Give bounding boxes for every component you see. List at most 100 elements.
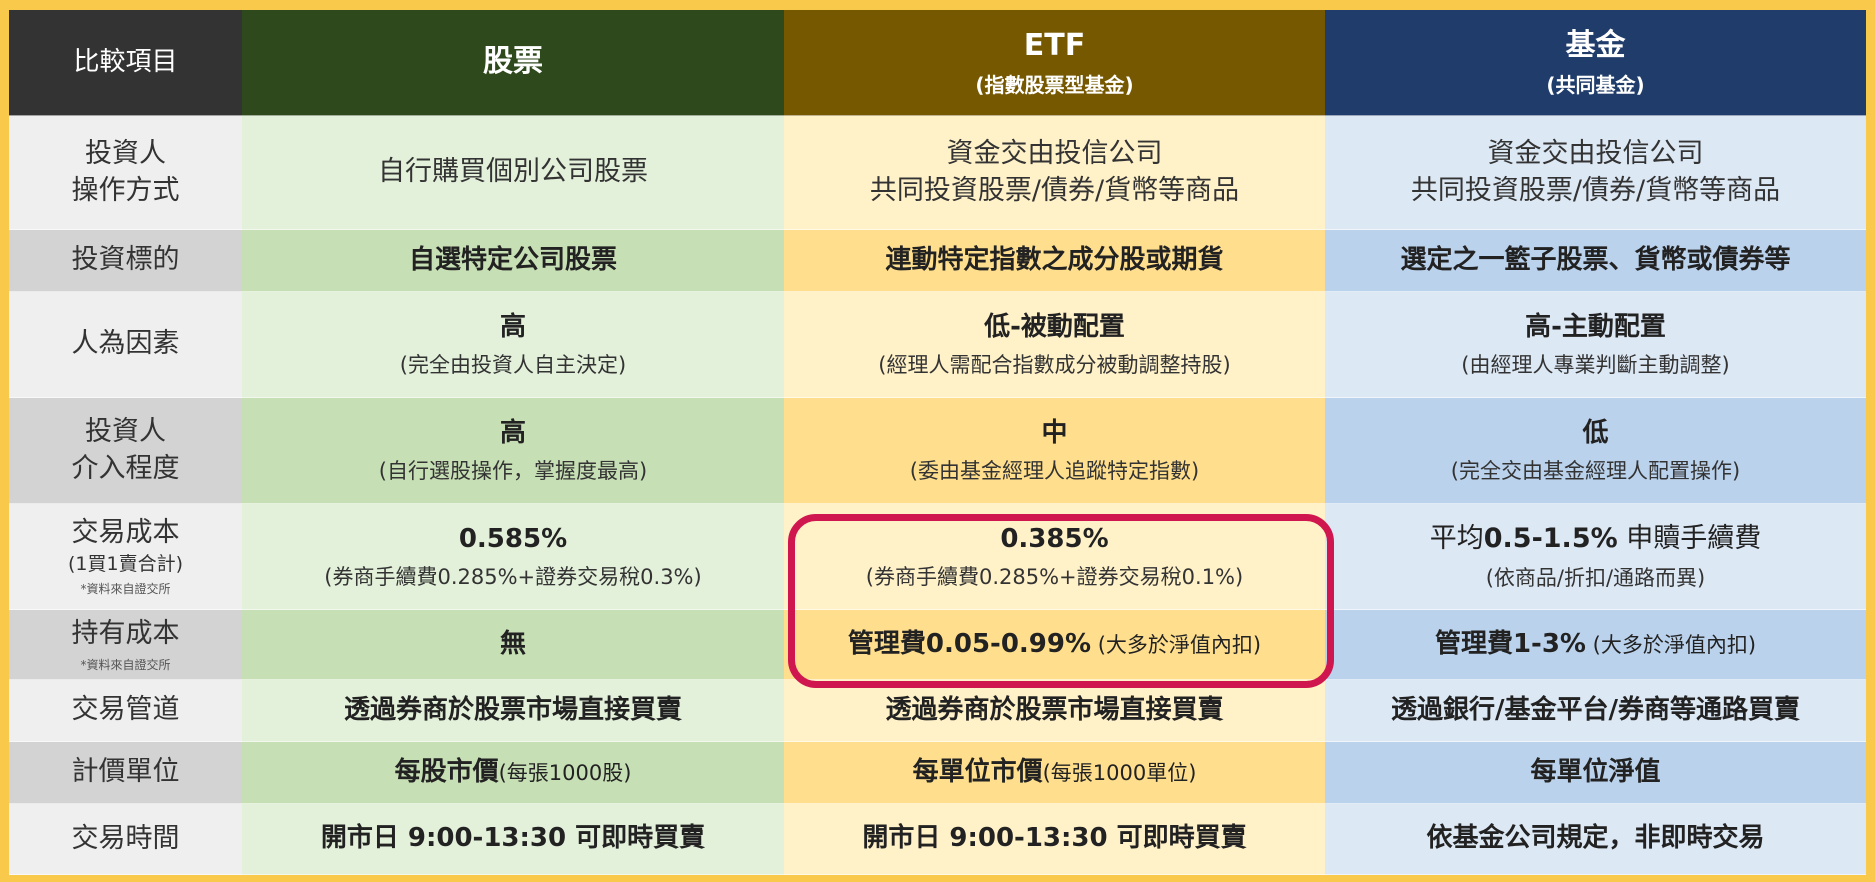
row-label-source-note: *資料來自證交所 [80,582,171,597]
etf-target-text: 連動特定指數之成分股或期貨 [885,244,1224,275]
etf-holding-cost-cell: 管理費0.05-0.99% (大多於淨值內扣) [784,610,1325,680]
row-label-line: 介入程度 [71,452,180,484]
stock-target-text: 自選特定公司股票 [408,244,617,275]
etf-operation-line: 資金交由投信公司 [946,138,1163,170]
stock-human-main: 高 [499,311,526,342]
fund-trade-cost-value: 0.5-1.5% [1483,523,1618,555]
etf-pricing-cell: 每單位市價(每張1000單位) [784,742,1325,804]
header-fund: 基金 (共同基金) [1325,10,1866,116]
stock-hours-cell: 開市日 9:00-13:30 可即時買賣 [242,804,784,875]
row-label-line: 投資人 [85,416,166,448]
stock-trade-cost-cell: 0.585% (券商手續費0.285%+證券交易稅0.3%) [242,504,784,610]
etf-involvement-main: 中 [1041,417,1068,448]
row-label-target: 投資標的 [9,230,242,292]
etf-involvement-sub: (委由基金經理人追蹤特定指數) [909,458,1200,483]
row-label-pricing: 計價單位 [9,742,242,804]
row-label-trade-cost: 交易成本 (1買1賣合計) *資料來自證交所 [9,504,242,610]
stock-pricing-cell: 每股市價(每張1000股) [242,742,784,804]
fund-hours-text: 依基金公司規定，非即時交易 [1426,823,1765,854]
stock-trade-cost-sub: (券商手續費0.285%+證券交易稅0.3%) [324,564,702,589]
etf-holding-cost-fee: 管理費0.05-0.99% [847,628,1092,659]
etf-holding-cost-note: (大多於淨值內扣) [1091,632,1262,657]
stock-hours-text: 開市日 9:00-13:30 可即時買賣 [320,823,706,854]
row-label-line: 投資人 [85,138,166,170]
stock-target-cell: 自選特定公司股票 [242,230,784,292]
etf-pricing-main: 每單位市價 [912,756,1043,787]
header-stock: 股票 [242,10,784,116]
stock-holding-cost-cell: 無 [242,610,784,680]
row-label-operation: 投資人 操作方式 [9,116,242,230]
stock-channel-cell: 透過券商於股票市場直接買賣 [242,680,784,742]
fund-trade-cost-suffix: 申贖手續費 [1617,523,1762,555]
row-label-note: (1買1賣合計) [67,552,183,575]
etf-operation-line: 共同投資股票/債券/貨幣等商品 [869,174,1240,206]
stock-holding-cost-text: 無 [499,628,526,659]
row-label-line: 交易管道 [71,694,180,726]
stock-operation-text: 自行購買個別公司股票 [378,156,648,188]
etf-human-main: 低-被動配置 [984,311,1125,342]
fund-hours-cell: 依基金公司規定，非即時交易 [1325,804,1866,875]
fund-operation-line: 資金交由投信公司 [1487,138,1704,170]
stock-pricing-line: 每股市價(每張1000股) [395,755,632,790]
fund-channel-text: 透過銀行/基金平台/券商等通路買賣 [1391,694,1800,725]
stock-involvement-sub: (自行選股操作，掌握度最高) [378,458,648,483]
comparison-table-frame: 比較項目 股票 ETF (指數股票型基金) 基金 (共同基金) 投資人 操作方式… [9,10,1866,875]
fund-human-cell: 高-主動配置 (由經理人專業判斷主動調整) [1325,292,1866,398]
row-label-line: 持有成本 [71,618,180,650]
stock-trade-cost-main: 0.585% [458,523,568,554]
stock-human-sub: (完全由投資人自主決定) [399,352,627,377]
etf-channel-cell: 透過券商於股票市場直接買賣 [784,680,1325,742]
fund-involvement-sub: (完全交由基金經理人配置操作) [1450,458,1741,483]
fund-operation-cell: 資金交由投信公司 共同投資股票/債券/貨幣等商品 [1325,116,1866,230]
row-label-line: 投資標的 [71,244,180,276]
row-label-holding-cost: 持有成本 *資料來自證交所 [9,610,242,680]
fund-holding-cost-fee: 管理費1-3% [1434,628,1586,659]
header-fund-title: 基金 [1565,27,1626,63]
fund-trade-cost-main: 平均0.5-1.5% 申贖手續費 [1430,521,1762,557]
fund-pricing-text: 每單位淨值 [1530,756,1661,787]
fund-target-text: 選定之一籃子股票、貨幣或債券等 [1400,244,1791,275]
etf-hours-text: 開市日 9:00-13:30 可即時買賣 [862,823,1247,854]
etf-human-cell: 低-被動配置 (經理人需配合指數成分被動調整持股) [784,292,1325,398]
fund-human-sub: (由經理人專業判斷主動調整) [1461,352,1730,377]
fund-holding-cost-line: 管理費1-3% (大多於淨值內扣) [1435,627,1756,662]
row-label-human-factor: 人為因素 [9,292,242,398]
stock-pricing-main: 每股市價 [394,756,499,787]
header-compare-items: 比較項目 [9,10,242,116]
header-fund-subtitle: (共同基金) [1546,73,1645,98]
fund-pricing-cell: 每單位淨值 [1325,742,1866,804]
etf-pricing-line: 每單位市價(每張1000單位) [913,755,1197,790]
row-label-hours: 交易時間 [9,804,242,875]
header-etf: ETF (指數股票型基金) [784,10,1325,116]
fund-involvement-cell: 低 (完全交由基金經理人配置操作) [1325,398,1866,504]
stock-involvement-cell: 高 (自行選股操作，掌握度最高) [242,398,784,504]
row-label-line: 交易時間 [71,822,180,854]
etf-involvement-cell: 中 (委由基金經理人追蹤特定指數) [784,398,1325,504]
stock-involvement-main: 高 [499,417,526,448]
etf-holding-cost-line: 管理費0.05-0.99% (大多於淨值內扣) [848,627,1261,662]
etf-trade-cost-main: 0.385% [1000,523,1109,554]
etf-trade-cost-sub: (券商手續費0.285%+證券交易稅0.1%) [865,564,1244,589]
fund-operation-line: 共同投資股票/債券/貨幣等商品 [1410,174,1781,206]
stock-channel-text: 透過券商於股票市場直接買賣 [343,694,682,725]
fund-trade-cost-cell: 平均0.5-1.5% 申贖手續費 (依商品/折扣/通路而異) [1325,504,1866,610]
row-label-line: 操作方式 [71,174,180,206]
stock-pricing-note: (每張1000股) [498,760,632,785]
etf-trade-cost-cell: 0.385% (券商手續費0.285%+證券交易稅0.1%) [784,504,1325,610]
fund-target-cell: 選定之一籃子股票、貨幣或債券等 [1325,230,1866,292]
header-etf-subtitle: (指數股票型基金) [975,73,1134,98]
row-label-line: 人為因素 [71,328,180,360]
etf-human-sub: (經理人需配合指數成分被動調整持股) [878,352,1231,377]
fund-involvement-main: 低 [1582,417,1609,448]
fund-holding-cost-note: (大多於淨值內扣) [1585,632,1757,657]
etf-operation-cell: 資金交由投信公司 共同投資股票/債券/貨幣等商品 [784,116,1325,230]
etf-hours-cell: 開市日 9:00-13:30 可即時買賣 [784,804,1325,875]
row-label-line: 交易成本 [71,517,180,549]
header-label-text: 比較項目 [73,46,178,77]
fund-trade-cost-sub: (依商品/折扣/通路而異) [1485,565,1706,590]
row-label-involvement: 投資人 介入程度 [9,398,242,504]
comparison-table: 比較項目 股票 ETF (指數股票型基金) 基金 (共同基金) 投資人 操作方式… [9,10,1866,875]
row-label-line: 計價單位 [71,756,180,788]
stock-operation-cell: 自行購買個別公司股票 [242,116,784,230]
header-stock-text: 股票 [483,44,543,80]
